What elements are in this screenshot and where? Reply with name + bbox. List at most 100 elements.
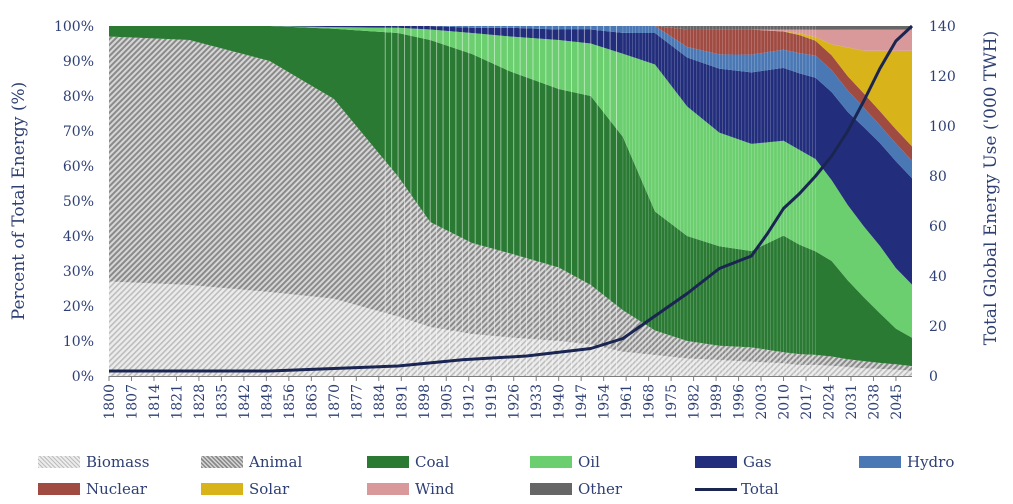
x-tick-label: 1912 (462, 384, 478, 420)
legend-label: Gas (743, 453, 772, 471)
legend-label: Animal (249, 453, 303, 471)
x-tick-label: 1933 (529, 384, 545, 420)
x-tick-label: 2038 (867, 384, 883, 420)
x-tick-label: 1821 (170, 384, 186, 420)
legend-swatch-other (530, 483, 572, 495)
x-tick-label: 1884 (372, 384, 388, 420)
legend-item-total: Total (695, 477, 779, 501)
y-tick-right: 20 (929, 319, 947, 335)
x-tick-label: 1947 (574, 384, 590, 420)
year-separators (384, 26, 816, 376)
x-tick-label: 1961 (619, 384, 635, 420)
x-tick-label: 2017 (799, 384, 815, 420)
legend-item-other: Other (530, 477, 622, 501)
y-tick-left: 10% (63, 334, 94, 350)
x-tick-label: 1849 (259, 384, 275, 420)
legend-label: Biomass (86, 453, 150, 471)
left-axis: 0% 10% 20% 30% 40% 50% 60% 70% 80% 90% 100% (54, 19, 94, 385)
x-tick-label: 1989 (709, 384, 725, 420)
y-tick-left: 30% (63, 264, 94, 280)
legend-item-wind: Wind (367, 477, 454, 501)
legend-item-biomass: Biomass (38, 450, 149, 474)
legend-swatch-animal (201, 456, 243, 468)
y-tick-left: 50% (63, 194, 94, 210)
x-tick-label: 1863 (304, 384, 320, 420)
y-tick-right: 140 (929, 19, 956, 35)
x-tick-label: 1905 (439, 384, 455, 420)
y-tick-left: 60% (63, 159, 94, 175)
legend-label: Wind (415, 480, 455, 498)
x-tick-label: 1982 (687, 384, 703, 420)
y-tick-right: 40 (929, 269, 947, 285)
area-hydro (109, 26, 912, 179)
legend-label: Nuclear (86, 480, 147, 498)
legend-swatch-coal (367, 456, 409, 468)
x-tick-label: 1940 (552, 384, 568, 420)
y-tick-right: 80 (929, 169, 947, 185)
legend-swatch-gas (695, 456, 737, 468)
legend-item-gas: Gas (695, 450, 772, 474)
legend-label: Coal (415, 453, 450, 471)
legend-item-coal: Coal (367, 450, 449, 474)
y-tick-left: 90% (63, 54, 94, 70)
total-line (109, 24, 914, 373)
x-tick-label: 1968 (642, 384, 658, 420)
legend-swatch-solar (201, 483, 243, 495)
y-tick-right: 100 (929, 119, 956, 135)
y-tick-left: 0% (72, 369, 94, 385)
x-tick-label: 2003 (754, 384, 770, 420)
legend-swatch-total (695, 487, 737, 491)
x-tick-label: 1891 (394, 384, 410, 420)
legend-item-nuclear: Nuclear (38, 477, 147, 501)
x-tick-label: 1975 (664, 384, 680, 420)
x-axis: 1800 1807 1814 1821 1828 1835 1842 1849 1856 1863… (102, 376, 912, 420)
x-tick-label: 2031 (844, 384, 860, 420)
legend-swatch-oil (530, 456, 572, 468)
legend-item-animal: Animal (201, 450, 302, 474)
legend-label: Hydro (907, 453, 955, 471)
x-tick-label: 1996 (732, 384, 748, 420)
x-tick-label: 2024 (822, 384, 838, 420)
total-series-line (109, 24, 914, 373)
legend-swatch-nuclear (38, 483, 80, 495)
area-animal (109, 36, 912, 371)
x-tick-label: 1870 (327, 384, 343, 420)
area-coal (109, 26, 912, 367)
area-biomass (109, 281, 912, 376)
legend-label: Solar (249, 480, 290, 498)
x-tick-label: 1835 (214, 384, 230, 420)
right-axis: 0 20 40 60 80 100 120 140 (929, 19, 956, 385)
legend-item-oil: Oil (530, 450, 600, 474)
legend-item-solar: Solar (201, 477, 289, 501)
x-tick-label: 1828 (192, 384, 208, 420)
x-tick-label: 2010 (777, 384, 793, 420)
x-tick-label: 1898 (417, 384, 433, 420)
y-tick-left: 20% (63, 299, 94, 315)
x-tick-label: 1842 (237, 384, 253, 420)
legend: Biomass Animal Coal Oil Gas Hydro Nuclear Solar… (0, 448, 1013, 504)
y-tick-right: 60 (929, 219, 947, 235)
y-axis-label-left: Percent of Total Energy (%) (9, 82, 29, 320)
y-tick-right: 0 (929, 369, 938, 385)
legend-swatch-wind (367, 483, 409, 495)
x-tick-label: 1877 (349, 384, 365, 420)
x-tick-label: 2045 (889, 384, 905, 420)
y-tick-left: 70% (63, 124, 94, 140)
x-tick-label: 1807 (125, 384, 141, 420)
y-tick-left: 100% (54, 19, 94, 35)
y-axis-label-right: Total Global Energy Use ('000 TWH) (981, 31, 1001, 346)
x-tick-label: 1800 (102, 384, 118, 420)
y-tick-left: 80% (63, 89, 94, 105)
x-tick-label: 1856 (282, 384, 298, 420)
legend-label: Other (578, 480, 623, 498)
y-tick-right: 120 (929, 69, 956, 85)
legend-swatch-hydro (859, 456, 901, 468)
legend-item-hydro: Hydro (859, 450, 954, 474)
y-tick-left: 40% (63, 229, 94, 245)
legend-label: Total (741, 480, 779, 498)
area-other (109, 26, 912, 30)
x-tick-label: 1814 (147, 384, 163, 420)
area-gas (109, 26, 912, 285)
x-tick-label: 1954 (597, 384, 613, 420)
